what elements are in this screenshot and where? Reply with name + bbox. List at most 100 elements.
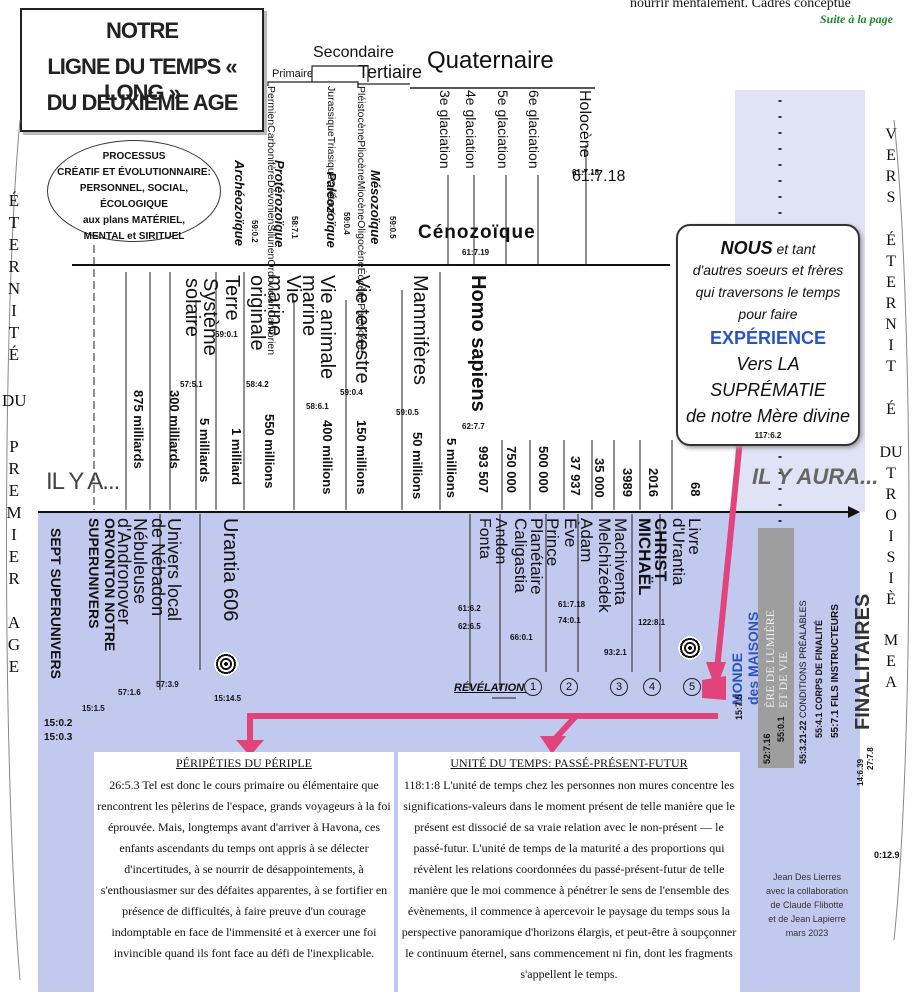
letter: A <box>885 674 897 691</box>
panel-right-body: 118:1:8 L'unité de temps chez les person… <box>401 778 737 981</box>
glaciation-5: 5e glaciation <box>495 90 511 169</box>
axis-ilya: IL Y A... <box>46 468 120 495</box>
corps-ref: 55:4.1 <box>814 712 824 738</box>
event-ref: 15:0.3 <box>44 732 73 743</box>
eon-ref: 59:0.5 <box>388 216 397 239</box>
letter: R <box>885 486 897 503</box>
letter: T <box>886 358 896 375</box>
letter: E <box>8 481 20 500</box>
letter: S <box>886 549 896 566</box>
event-ref: 57:5.1 <box>180 380 203 389</box>
event-livre-urantia: Livre d'Urantia <box>669 518 704 586</box>
event-ref: 66:0.1 <box>510 633 533 642</box>
right-side-ref: 0:12.9 <box>874 850 900 860</box>
continue-link[interactable]: Suite à la page <box>820 12 894 26</box>
nous-line7: de notre Mère divine <box>685 406 851 426</box>
event-ref: 59:0.1 <box>215 330 238 339</box>
letter: E <box>8 547 20 566</box>
axis-ilyaura: IL Y AURA... <box>752 464 879 489</box>
event-ref: 57:3.9 <box>156 680 179 689</box>
event-terre: Terre <box>221 275 243 321</box>
monde-line1: MONDE <box>729 652 745 705</box>
letter: I <box>11 525 17 544</box>
credit-line: et de Jean Lapierre <box>768 914 846 924</box>
monde-des-maisons: MONDE des MAISONS <box>729 612 761 705</box>
letter: V <box>885 126 897 143</box>
letter: M <box>883 632 899 649</box>
duration: 750 000 <box>504 446 519 493</box>
process-line-1: PROCESSUS <box>102 151 166 162</box>
title-line-2: LIGNE DU TEMPS « LONG » <box>47 54 237 105</box>
event-ref: 62:6.5 <box>458 622 481 631</box>
header-text: nourrir mentalement. Cadres conceptue <box>630 0 851 11</box>
duration: 400 millions <box>320 420 335 495</box>
letter: E <box>8 235 20 254</box>
eon-ref: 59:0.2 <box>250 220 259 243</box>
process-line-3: PERSONNEL, SOCIAL, ÉCOLOGIQUE <box>79 183 189 210</box>
period: Triasique <box>325 136 337 180</box>
panel-left-title: PÉRIPÉTIES DU PÉRIPLE <box>175 756 312 770</box>
letter: E <box>886 274 896 291</box>
event-ref: 62:7.7 <box>462 422 485 431</box>
duration: 5 milliards <box>197 418 212 483</box>
period: Miocène <box>355 180 367 221</box>
event-ref: 59:0.4 <box>340 388 363 397</box>
period: Jurassique <box>325 86 337 137</box>
conditions-text: CONDITIONS PRÉALABLES <box>798 600 808 718</box>
event-ref: 74:0.1 <box>558 616 581 625</box>
title-box: NOTRE LIGNE DU TEMPS « LONG » DU DEUXIÈM… <box>20 8 264 132</box>
letter: DU <box>2 391 27 410</box>
revelation-5: 5 <box>683 678 701 696</box>
eon-proterozoique: Protérozoïque <box>272 160 287 248</box>
event-ref: 58:6.1 <box>306 402 329 411</box>
ere-lumiere-bar <box>758 528 794 768</box>
duration: 300 milliards <box>167 390 182 469</box>
letter: O <box>885 507 897 524</box>
event-ref: 61:7.18 <box>558 600 586 609</box>
right-side-curve <box>893 119 910 941</box>
nous-line4: pour faire <box>738 306 798 322</box>
event-ref: 59:0.5 <box>396 408 419 417</box>
era-tertiaire: Tertiaire <box>358 62 423 82</box>
event-andon-fonta: Andon Fonta <box>476 518 509 565</box>
letter: I <box>888 528 894 545</box>
event-ref: 57:1.6 <box>118 688 141 697</box>
nous-line1b: et tant <box>772 241 816 257</box>
era-quaternaire: Quaternaire <box>427 47 554 74</box>
letter: R <box>8 459 20 478</box>
letter: T <box>886 253 896 270</box>
period: Pliocène <box>355 140 367 181</box>
monde-ref: 15:7.5 <box>734 694 744 720</box>
title-line-1: NOTRE <box>106 18 179 43</box>
left-side-curve <box>6 119 21 981</box>
conditions-label: 55:3.21-22 CONDITIONS PRÉALABLES <box>798 600 808 764</box>
glaciation-6: 6e glaciation <box>526 90 542 169</box>
conditions-ref: 55:3.21-22 <box>798 720 808 764</box>
revelation-3: 3 <box>610 678 628 696</box>
ere-lumiere: ÈRE DE LUMIÈRE ET DE VIE <box>763 610 790 708</box>
lumiere-ref: 52:7.16 <box>762 733 772 764</box>
fils-text: FILS INSTRUCTEURS <box>830 604 841 707</box>
duration: 2016 <box>646 468 661 497</box>
event-ref: 61:6.2 <box>458 604 481 613</box>
event-adam-eve: Adam Ève <box>561 518 596 563</box>
duration: 150 millions <box>354 420 369 495</box>
lumiere-ref: 55:0.1 <box>776 716 786 742</box>
event-sept-superunivers: SEPT SUPERUNIVERS <box>48 528 64 679</box>
letter: I <box>888 337 894 354</box>
event-vie-animale: Vie animale marine <box>298 275 338 380</box>
letter: É <box>8 191 20 210</box>
nous-box: NOUS et tant d'autres soeurs et frères q… <box>676 224 860 446</box>
era-secondaire: Secondaire <box>313 44 394 61</box>
periods-primaire: PermienCarbonifèreDévonienSilurienOrdovi… <box>265 86 277 355</box>
event-ref: 15:0.2 <box>44 718 73 729</box>
panel-peripeties: PÉRIPÉTIES DU PÉRIPLE 26:5.3 Tel est don… <box>94 752 394 998</box>
letter: I <box>888 570 894 587</box>
event-urantia-606: Urantia 606 <box>219 518 241 622</box>
eon-mesozoique: Mésozoïque <box>368 170 383 245</box>
period: Ordovicien <box>265 259 277 310</box>
event-mammiferes: Mammifères <box>409 275 431 386</box>
duration: 550 millions <box>262 414 277 489</box>
